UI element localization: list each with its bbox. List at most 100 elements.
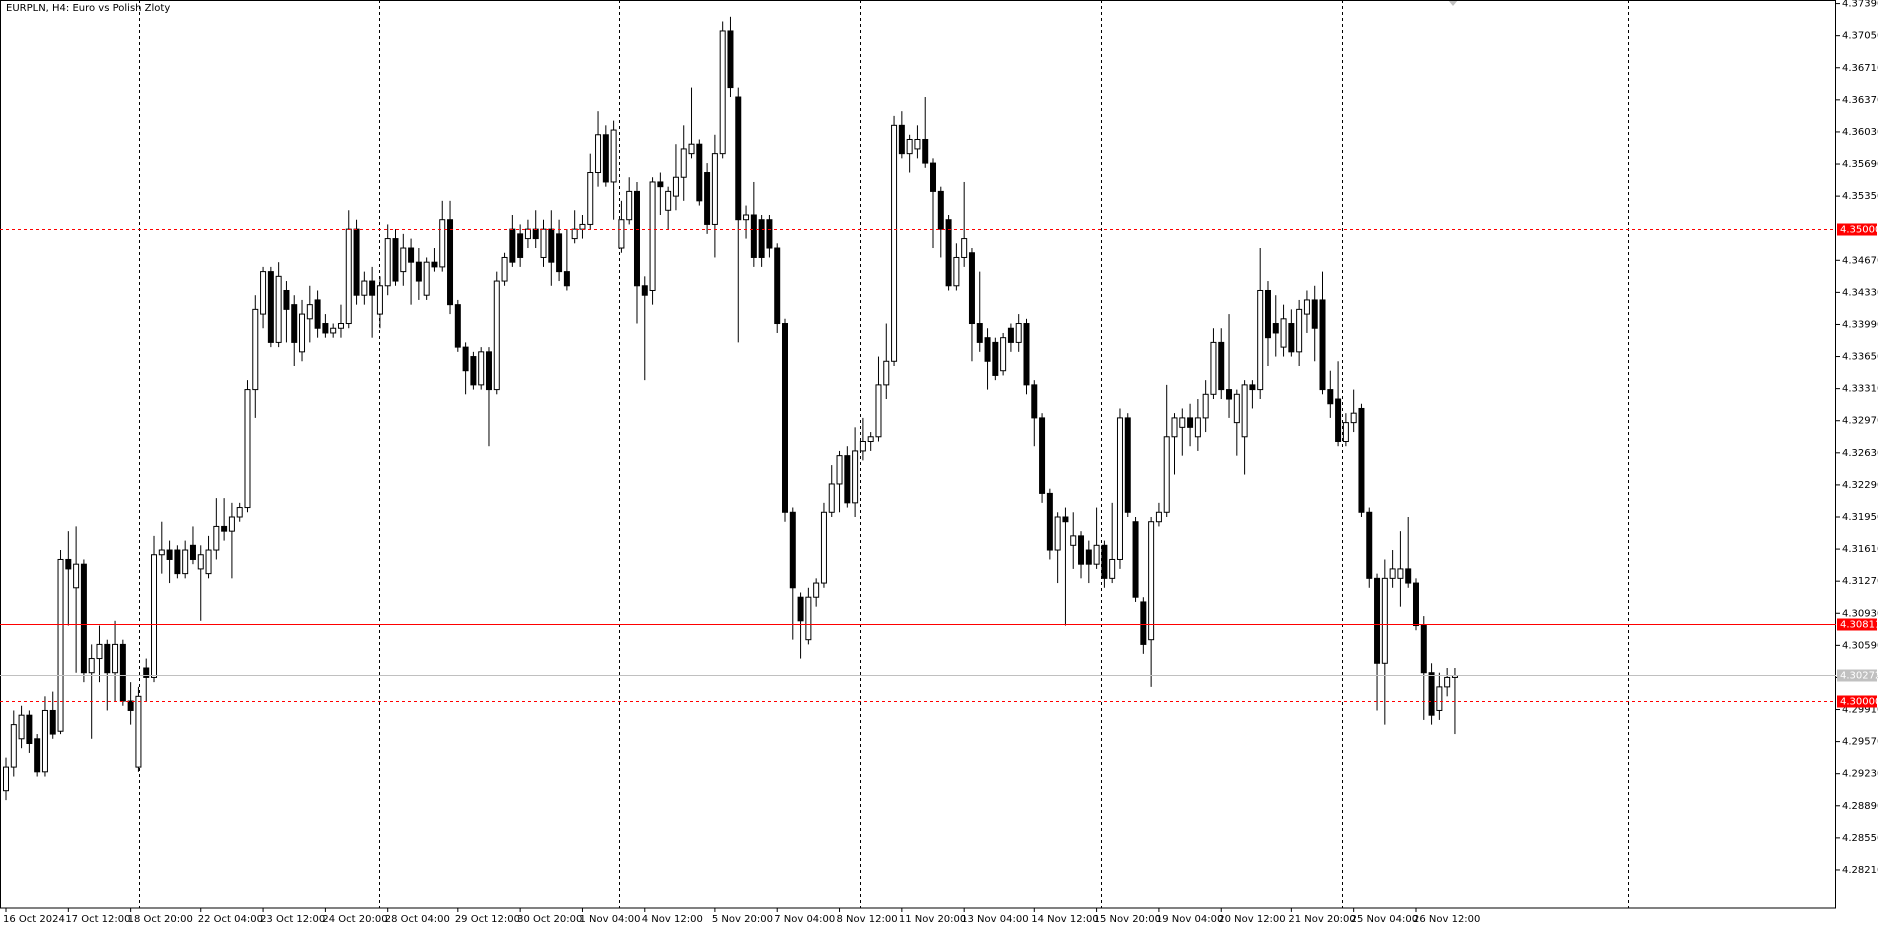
y-tick-label: 4.36710 (1842, 63, 1878, 74)
candle-body (1218, 341, 1225, 391)
candle-body (1124, 417, 1131, 513)
x-tick-label: 1 Nov 04:00 (579, 914, 640, 925)
y-tick-label: 4.28210 (1842, 865, 1878, 876)
x-tick-label: 17 Oct 12:00 (65, 914, 130, 925)
candle-body (1132, 521, 1139, 598)
candle-body (828, 483, 835, 513)
candle-body (174, 549, 181, 575)
candle-body (532, 228, 539, 240)
candle-body (1007, 327, 1014, 343)
candle-body (41, 709, 48, 773)
candle-body (961, 238, 968, 258)
x-tick-label: 26 Nov 12:00 (1413, 914, 1480, 925)
candle-body (1335, 398, 1342, 442)
candle-body (727, 30, 734, 89)
candle-body (228, 516, 235, 532)
candle-body (454, 304, 461, 348)
candle-body (1109, 558, 1116, 579)
candle-body (135, 695, 142, 768)
candle-body (205, 549, 212, 575)
candle-body (470, 356, 477, 386)
candle-body (197, 554, 204, 570)
candle-body (408, 247, 415, 263)
candle-body (1023, 323, 1030, 386)
candle-body (1000, 337, 1007, 372)
candle-body (1288, 323, 1295, 353)
y-tick-label: 4.36030 (1842, 127, 1878, 138)
candle-body (1194, 417, 1201, 438)
candle-body (914, 138, 921, 150)
candle-body (1116, 417, 1123, 560)
candle-body (704, 172, 711, 225)
candle-body (805, 596, 812, 641)
candle-body (345, 228, 352, 325)
candle-body (361, 280, 368, 296)
x-tick-label: 28 Oct 04:00 (385, 914, 450, 925)
candle-body (1155, 511, 1162, 523)
candle-body (306, 304, 313, 320)
candle-body (127, 700, 134, 711)
candle-body (267, 271, 274, 343)
candle-body (859, 440, 866, 452)
candle-body (221, 525, 228, 532)
candle-body (1101, 544, 1108, 579)
candle-body (571, 228, 578, 240)
y-tick-label: 4.33650 (1842, 352, 1878, 363)
candle-body (182, 549, 189, 575)
level-label-box (1837, 695, 1877, 708)
level-label-box (1837, 618, 1877, 631)
candle-body (665, 190, 672, 211)
chart-title: EURPLN, H4: Euro vs Polish Zloty (6, 3, 170, 14)
candle-body (236, 507, 243, 518)
y-tick-label: 4.29230 (1842, 769, 1878, 780)
candle-body (836, 455, 843, 485)
candle-body (930, 162, 937, 192)
candle-body (1148, 521, 1155, 641)
x-tick-label: 16 Oct 2024 (3, 914, 65, 925)
y-tick-label: 4.35350 (1842, 191, 1878, 202)
candle-body (18, 714, 25, 740)
candle-body (1342, 422, 1349, 442)
candle-body (680, 148, 687, 178)
candle-body (478, 351, 485, 386)
candle-body (73, 563, 80, 589)
candle-body (587, 172, 594, 225)
candle-body (782, 323, 788, 513)
candle-body (1296, 308, 1303, 353)
candle-body (774, 247, 781, 325)
candle-body (65, 558, 72, 570)
candle-body (462, 346, 469, 372)
candle-body (517, 233, 524, 258)
x-tick-label: 13 Nov 04:00 (961, 914, 1028, 925)
candle-body (1171, 417, 1178, 438)
y-tick-label: 4.31270 (1842, 576, 1878, 587)
y-tick-label: 4.32290 (1842, 480, 1878, 491)
candle-body (493, 280, 500, 391)
candle-body (337, 323, 344, 329)
x-tick-label: 8 Nov 12:00 (837, 914, 898, 925)
candle-body (1358, 407, 1365, 513)
level-label: 4.35000 (1840, 225, 1878, 236)
candle-body (283, 289, 290, 310)
candle-body (1078, 535, 1085, 565)
candle-body (151, 554, 158, 678)
y-tick-label: 4.28890 (1842, 801, 1878, 812)
plot-frame (0, 0, 1836, 909)
candle-body (1054, 516, 1061, 551)
candle-body (1210, 341, 1217, 395)
y-tick-label: 4.32970 (1842, 416, 1878, 427)
candle-body (501, 256, 508, 282)
candle-body (1428, 672, 1435, 716)
x-tick-label: 18 Oct 20:00 (128, 914, 193, 925)
level-label: 4.30000 (1840, 697, 1878, 708)
candle-body (891, 124, 898, 362)
candle-body (789, 511, 796, 589)
candle-body (1140, 601, 1147, 645)
candle-body (618, 219, 625, 249)
x-tick-label: 23 Oct 12:00 (260, 914, 325, 925)
candle-body (369, 280, 376, 296)
x-tick-label: 20 Nov 12:00 (1218, 914, 1285, 925)
candle-body (1444, 676, 1451, 688)
candle-body (423, 261, 430, 296)
candle-body (96, 643, 103, 660)
